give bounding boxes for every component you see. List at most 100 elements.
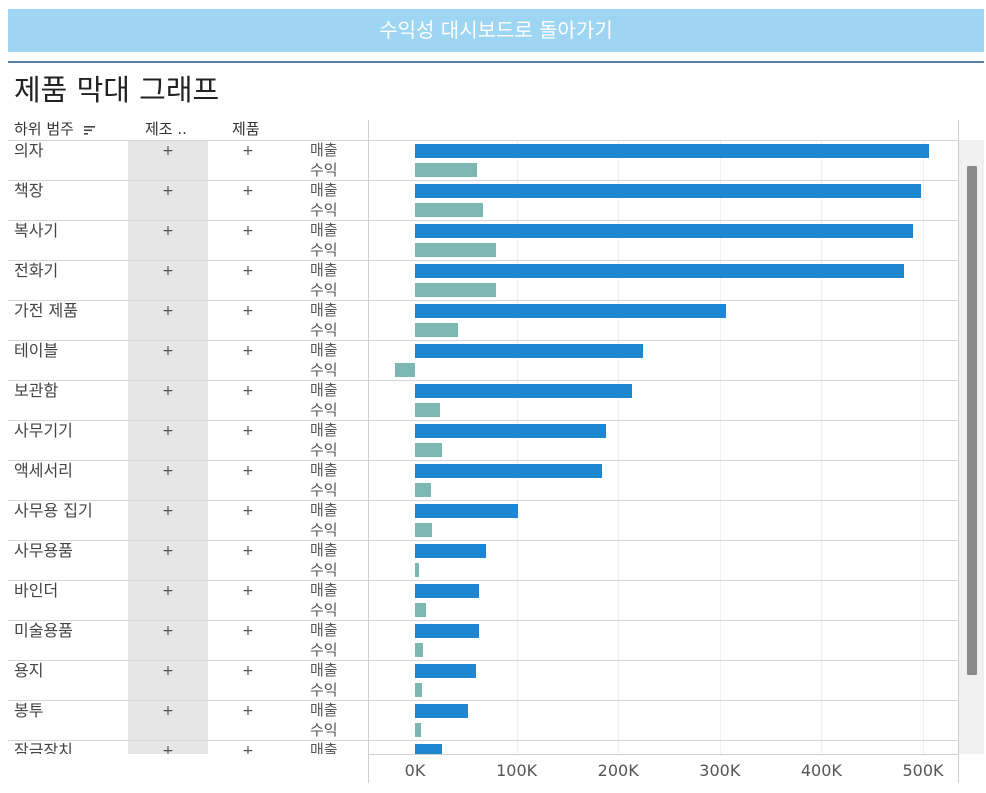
expand-product-button[interactable]: + [242,663,254,679]
measure-label-profit: 수익 [310,201,338,219]
column-header-product[interactable]: 제품 [232,120,260,138]
expand-product-button[interactable]: + [242,303,254,319]
chart-right-border [958,120,959,783]
expand-manufacturer-button[interactable]: + [162,183,174,199]
expand-product-button[interactable]: + [242,263,254,279]
sales-bar[interactable] [415,664,476,678]
sales-bar[interactable] [415,744,443,754]
profit-bar[interactable] [394,363,415,377]
sales-bar[interactable] [415,344,643,358]
expand-manufacturer-button[interactable]: + [162,543,174,559]
column-header-subcategory[interactable]: 하위 범주 [14,120,95,138]
sort-descending-icon[interactable] [83,125,95,135]
sales-bar[interactable] [415,264,904,278]
expand-manufacturer-button[interactable]: + [162,463,174,479]
expand-product-button[interactable]: + [242,143,254,159]
sales-bar[interactable] [415,504,518,518]
sales-bar[interactable] [415,704,468,718]
expand-manufacturer-button[interactable]: + [162,583,174,599]
expand-product-button[interactable]: + [242,503,254,519]
expand-manufacturer-button[interactable]: + [162,143,174,159]
measure-label-sales: 매출 [310,541,338,559]
expand-manufacturer-button[interactable]: + [162,503,174,519]
x-axis-line [368,754,958,755]
subcategory-label: 전화기 [14,261,59,280]
measure-label-profit: 수익 [310,561,338,579]
x-tick-label: 300K [699,761,741,780]
profit-bar[interactable] [415,563,420,577]
x-gridline [618,140,620,754]
sales-bar[interactable] [415,584,479,598]
profit-bar[interactable] [415,523,433,537]
x-tick-label: 500K [902,761,944,780]
expand-product-button[interactable]: + [242,463,254,479]
expand-product-button[interactable]: + [242,383,254,399]
expand-manufacturer-button[interactable]: + [162,703,174,719]
expand-product-button[interactable]: + [242,343,254,359]
subcategory-label: 잠금장치 [14,741,73,754]
profit-bar[interactable] [415,443,443,457]
sales-bar[interactable] [415,384,633,398]
subcategory-label: 미술용품 [14,621,73,640]
expand-product-button[interactable]: + [242,183,254,199]
expand-product-button[interactable]: + [242,743,254,754]
measure-label-profit: 수익 [310,361,338,379]
table-row: 사무용품 + + 매출 수익 [8,540,958,580]
expand-manufacturer-button[interactable]: + [162,663,174,679]
x-tick-label: 0K [404,761,426,780]
measure-label-sales: 매출 [310,501,338,519]
profit-bar[interactable] [415,483,432,497]
expand-manufacturer-button[interactable]: + [162,303,174,319]
profit-bar[interactable] [415,243,497,257]
column-header-subcategory-label: 하위 범주 [14,120,74,138]
measure-label-profit: 수익 [310,641,338,659]
subcategory-label: 복사기 [14,221,59,240]
expand-manufacturer-button[interactable]: + [162,263,174,279]
expand-manufacturer-button[interactable]: + [162,223,174,239]
sales-bar[interactable] [415,464,602,478]
sales-bar[interactable] [415,184,921,198]
expand-manufacturer-button[interactable]: + [162,383,174,399]
sales-bar[interactable] [415,624,479,638]
bar-chart-table: 의자 + + 매출 수익 책장 + + 매출 수익 복사기 + + 매출 수익 전화기 + + 매출 수익 가전 제품 +… [8,140,958,754]
profit-bar[interactable] [415,323,458,337]
sales-bar[interactable] [415,144,930,158]
manufacturer-column-band [128,140,208,754]
expand-product-button[interactable]: + [242,583,254,599]
scrollbar-thumb[interactable] [967,166,977,675]
expand-product-button[interactable]: + [242,223,254,239]
profit-bar[interactable] [415,603,427,617]
table-row: 사무기기 + + 매출 수익 [8,420,958,460]
expand-product-button[interactable]: + [242,423,254,439]
back-to-profitability-dashboard-button[interactable]: 수익성 대시보드로 돌아가기 [8,9,984,52]
column-header-manufacturer[interactable]: 제조 .. [145,120,187,138]
profit-bar[interactable] [415,643,424,657]
expand-product-button[interactable]: + [242,543,254,559]
measure-label-profit: 수익 [310,441,338,459]
profit-bar[interactable] [415,203,484,217]
x-gridline [719,140,721,754]
measure-label-sales: 매출 [310,581,338,599]
table-row: 미술용품 + + 매출 수익 [8,620,958,660]
expand-manufacturer-button[interactable]: + [162,343,174,359]
profit-bar[interactable] [415,683,423,697]
expand-product-button[interactable]: + [242,703,254,719]
measure-label-sales: 매출 [310,381,338,399]
expand-product-button[interactable]: + [242,623,254,639]
measure-label-profit: 수익 [310,521,338,539]
measure-label-sales: 매출 [310,301,338,319]
table-row: 액세서리 + + 매출 수익 [8,460,958,500]
sales-bar[interactable] [415,424,606,438]
profit-bar[interactable] [415,283,497,297]
sales-bar[interactable] [415,544,487,558]
profit-bar[interactable] [415,723,422,737]
sales-bar[interactable] [415,304,726,318]
profit-bar[interactable] [415,403,441,417]
expand-manufacturer-button[interactable]: + [162,743,174,754]
profit-bar[interactable] [415,163,477,177]
vertical-scrollbar[interactable] [959,140,984,754]
sales-bar[interactable] [415,224,913,238]
expand-manufacturer-button[interactable]: + [162,423,174,439]
expand-manufacturer-button[interactable]: + [162,623,174,639]
x-tick-label: 400K [800,761,842,780]
